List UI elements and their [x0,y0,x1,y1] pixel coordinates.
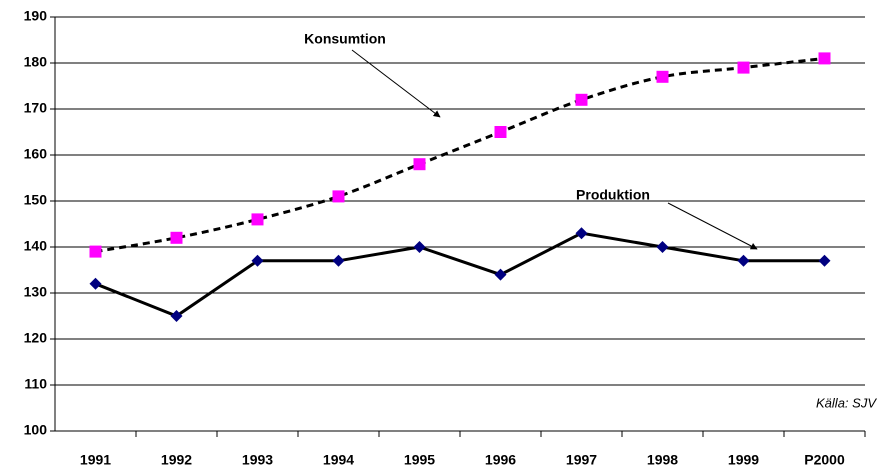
x-tick-label: 1992 [161,452,192,468]
x-tick-label: 1991 [80,452,111,468]
y-tick-label: 180 [24,54,48,70]
marker [818,254,831,267]
y-tick-label: 110 [24,376,47,392]
x-tick-label: 1996 [485,452,516,468]
marker [251,213,264,226]
source-note: Källa: SJV [816,395,877,410]
x-tick-label: 1995 [404,452,435,468]
marker [170,231,183,244]
marker [575,227,588,240]
marker [170,310,183,322]
marker [575,93,588,106]
marker [737,61,750,74]
marker [818,52,831,65]
series-line [95,56,825,254]
x-tick-label: 1993 [242,452,273,468]
marker [332,190,345,203]
y-tick-label: 150 [24,192,48,208]
marker [89,245,102,258]
marker [413,241,426,253]
marker [494,126,507,138]
y-tick-label: 120 [24,330,48,346]
marker [332,254,345,267]
x-tick-label: P2000 [804,452,845,468]
marker [89,277,102,290]
marker [251,254,264,267]
y-tick-label: 190 [24,8,48,24]
x-tick-label: 1998 [647,452,678,468]
marker [656,241,669,253]
marker [494,268,507,281]
x-tick-label: 1994 [323,452,354,468]
marker [737,254,750,267]
y-tick-label: 160 [24,146,48,162]
annotation-arrow [667,202,758,250]
y-tick-label: 170 [24,100,48,116]
series-line [94,231,825,318]
annotation-arrow [351,49,441,118]
marker [413,158,426,171]
y-tick-label: 100 [24,422,48,438]
annotation-konsumtion: Konsumtion [304,31,386,47]
marker [656,70,669,83]
annotation-produktion: Produktion [576,187,650,203]
y-tick-label: 140 [24,238,48,254]
x-tick-label: 1999 [728,452,759,468]
y-tick-label: 130 [24,284,48,300]
x-tick-label: 1997 [566,452,597,468]
